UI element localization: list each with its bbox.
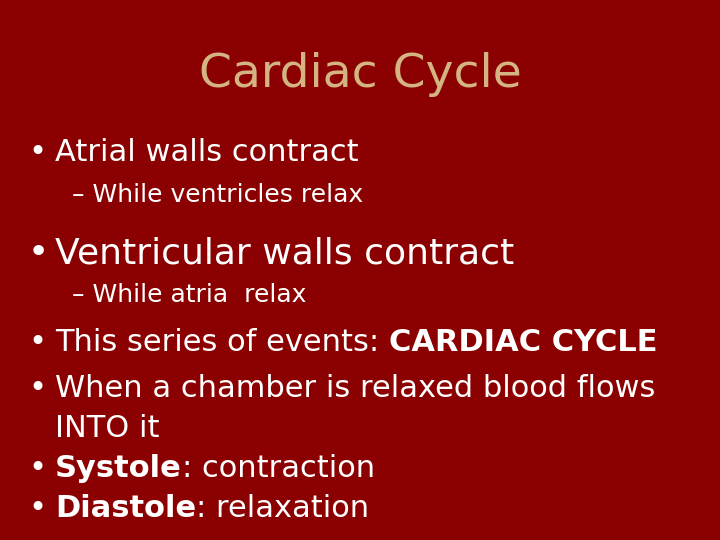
- Text: Atrial walls contract: Atrial walls contract: [55, 138, 359, 167]
- Text: : contraction: : contraction: [181, 454, 375, 483]
- Text: – While ventricles relax: – While ventricles relax: [72, 183, 363, 207]
- Text: CARDIAC CYCLE: CARDIAC CYCLE: [389, 328, 657, 357]
- Text: This series of events:: This series of events:: [55, 328, 389, 357]
- Text: •: •: [28, 454, 46, 483]
- Text: – While atria  relax: – While atria relax: [72, 283, 307, 307]
- Text: •: •: [28, 494, 46, 523]
- Text: When a chamber is relaxed blood flows: When a chamber is relaxed blood flows: [55, 374, 655, 403]
- Text: •: •: [28, 374, 46, 403]
- Text: •: •: [28, 328, 46, 357]
- Text: •: •: [28, 138, 46, 167]
- Text: Diastole: Diastole: [55, 494, 196, 523]
- Text: •: •: [28, 236, 49, 270]
- Text: Cardiac Cycle: Cardiac Cycle: [199, 52, 521, 97]
- Text: Systole: Systole: [55, 454, 181, 483]
- Text: : relaxation: : relaxation: [196, 494, 369, 523]
- Text: Ventricular walls contract: Ventricular walls contract: [55, 236, 514, 270]
- Text: INTO it: INTO it: [55, 414, 160, 443]
